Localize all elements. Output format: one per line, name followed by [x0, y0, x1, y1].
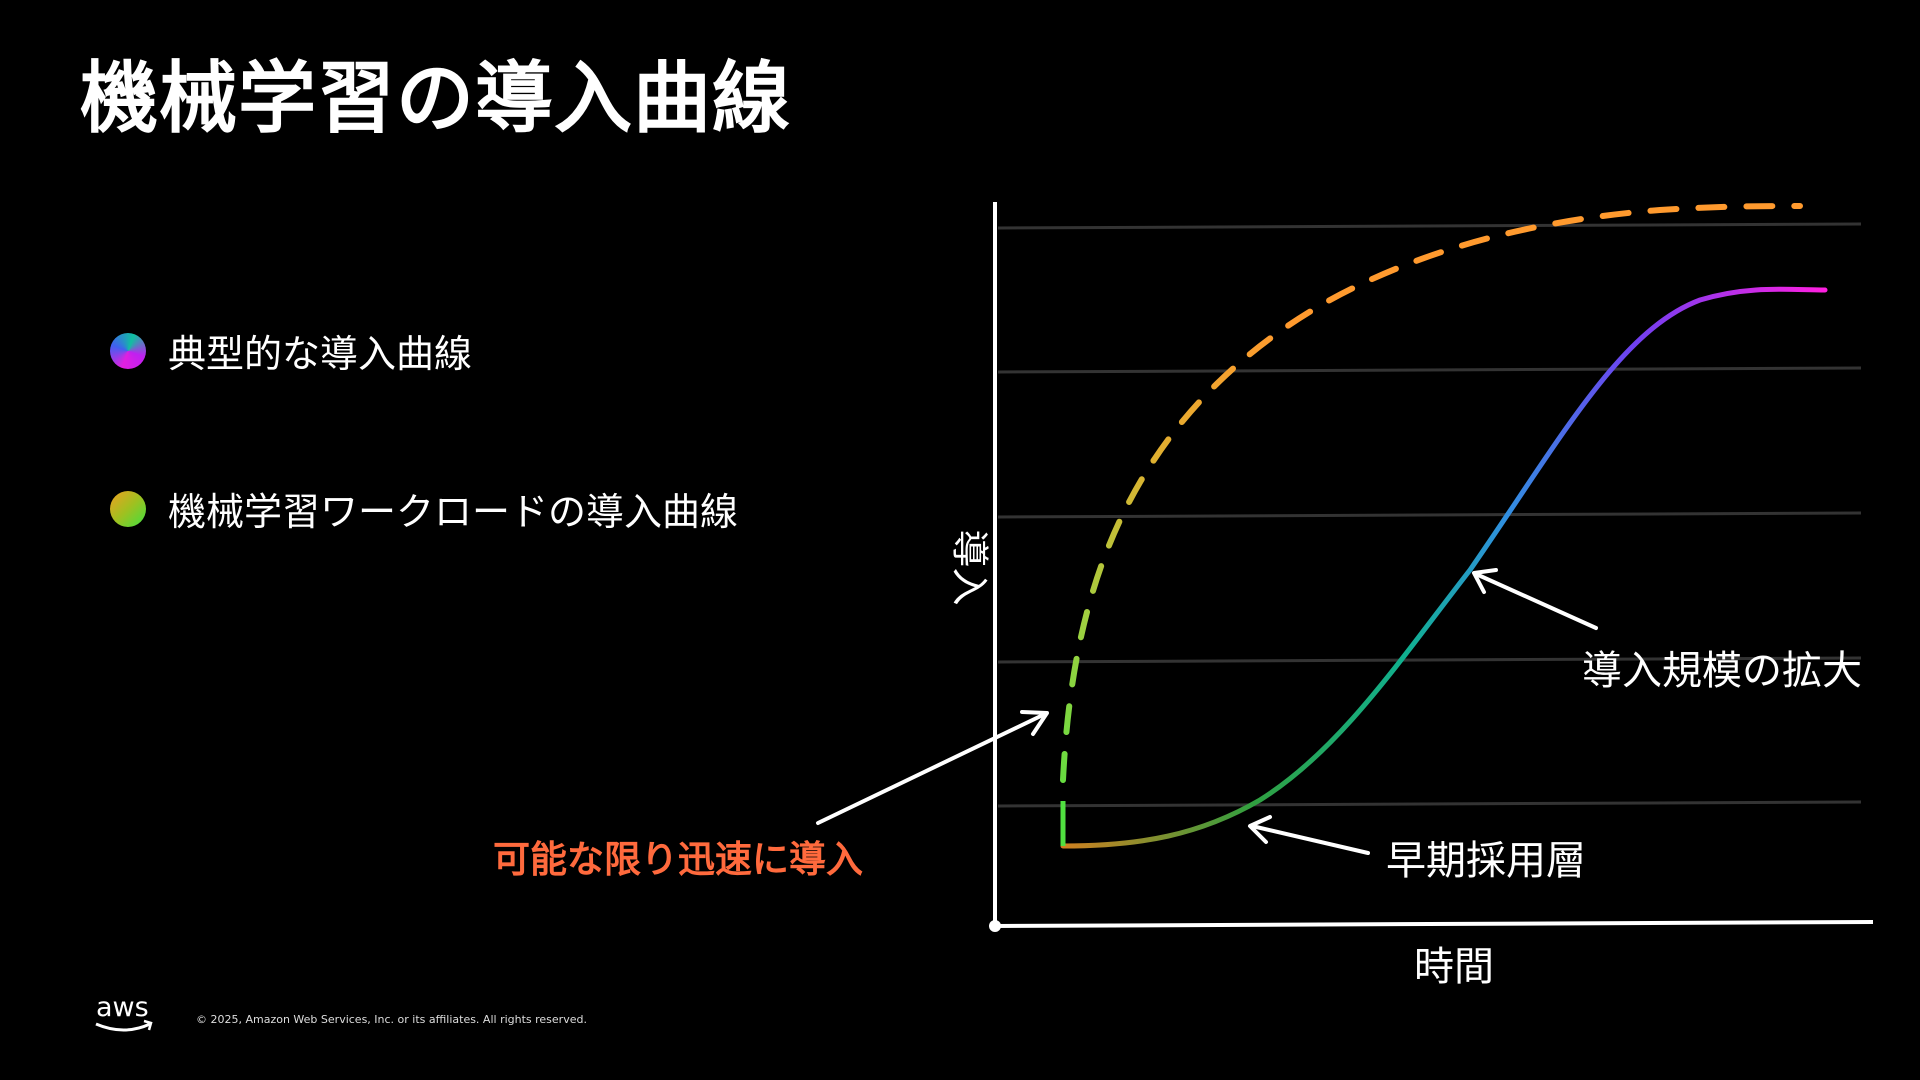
gridline: [997, 656, 1862, 664]
axis-origin: [989, 920, 1001, 932]
gridline: [997, 222, 1862, 230]
arrow-fast-adoption: [816, 712, 1047, 825]
annotation-scale-up: 導入規模の拡大: [1582, 648, 1862, 694]
svg-text:aws: aws: [96, 992, 149, 1023]
arrow-head-icon: [1472, 568, 1498, 594]
x-axis-label: 時間: [1414, 944, 1494, 990]
gridline: [997, 511, 1862, 519]
arrow-early-adopters: [1250, 824, 1370, 855]
annotation-fast-adoption: 可能な限り迅速に導入: [493, 838, 863, 881]
gradient-dot-icon: [110, 490, 146, 527]
copyright-text: © 2025, Amazon Web Services, Inc. or its…: [196, 1013, 587, 1026]
typical-adoption-curve: [1060, 286, 1828, 849]
x-axis: [994, 920, 1874, 928]
gradient-dot-icon: [110, 332, 146, 369]
page-title: 機械学習の導入曲線: [80, 54, 792, 144]
annotation-early-adopters: 早期採用層: [1386, 838, 1586, 884]
legend-label: 機械学習ワークロードの導入曲線: [168, 490, 739, 534]
gridline: [997, 366, 1862, 374]
legend-item-typical: 典型的な導入曲線: [110, 323, 472, 378]
arrow-head-icon: [1020, 710, 1049, 736]
ml-adoption-curve: [1060, 203, 1803, 783]
legend-item-ml: 機械学習ワークロードの導入曲線: [110, 481, 738, 536]
arrow-head-icon: [1248, 815, 1272, 844]
gridline: [997, 800, 1862, 808]
legend-label: 典型的な導入曲線: [168, 332, 473, 376]
y-axis-label: 導入: [947, 529, 992, 606]
aws-logo: aws: [95, 992, 153, 1032]
gridlines: [997, 222, 1862, 808]
arrow-scale-up: [1474, 572, 1598, 630]
